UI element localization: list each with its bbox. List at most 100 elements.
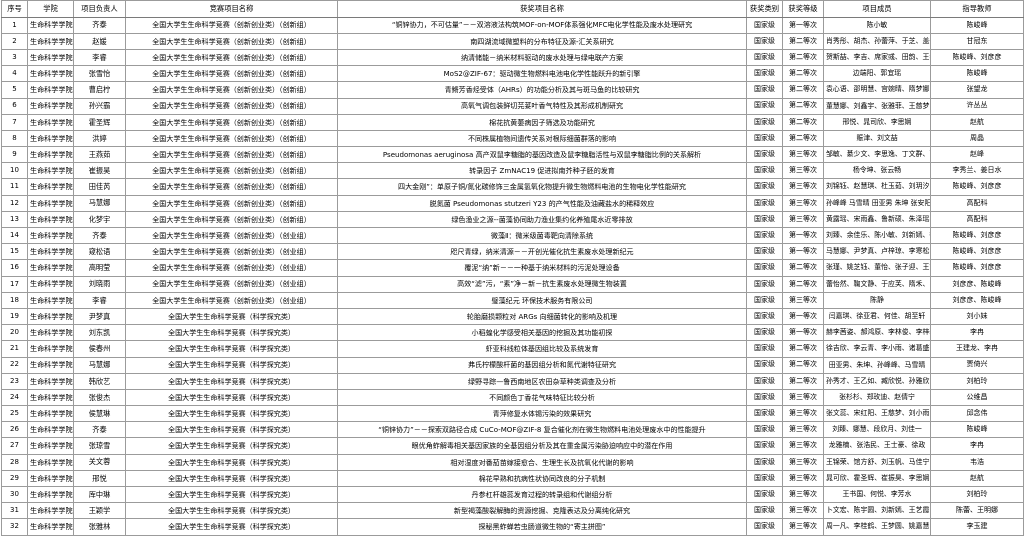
table-cell-members: 张文蕊、宋红阳、王慈梦、刘小雨 bbox=[823, 405, 931, 423]
table-cell-category: 国家级 bbox=[746, 227, 783, 245]
table-cell-contest: 全国大学生生命科学竞赛（创新创业类）（创业组） bbox=[125, 275, 338, 293]
table-cell-category: 国家级 bbox=[746, 65, 783, 83]
table-cell-index: 19 bbox=[1, 307, 28, 326]
table-cell-college: 生命科学学院 bbox=[27, 437, 74, 455]
table-cell-leader: 齐泰 bbox=[73, 16, 126, 34]
table-cell-contest: 全国大学生生命科学竞赛（创新创业类）（创新组） bbox=[125, 16, 338, 34]
table-cell-contest: 全国大学生生命科学竞赛（科学探究类） bbox=[125, 453, 338, 471]
table-cell-leader: 齐泰 bbox=[73, 421, 126, 439]
table-cell-index: 4 bbox=[1, 65, 28, 83]
table-cell-index: 27 bbox=[1, 437, 28, 455]
table-cell-level: 第一等次 bbox=[782, 227, 824, 245]
table-cell-members: 卜文宏、陈宇圆、刘新嫣、王艺霞 bbox=[823, 502, 931, 520]
table-cell-category: 国家级 bbox=[746, 162, 783, 180]
header-category: 获奖类别 bbox=[746, 0, 783, 18]
table-cell-teacher: 刘柏玲 bbox=[930, 486, 1024, 504]
table-cell-teacher: 李冉 bbox=[930, 437, 1024, 455]
table-cell-level: 第二等次 bbox=[782, 356, 824, 374]
table-cell-members: 张瑾、姚芝钰、董怡、张子迎、王艺霞 bbox=[823, 259, 931, 277]
table-cell-teacher: 刘彦彦、陈峻峰 bbox=[930, 275, 1024, 293]
table-cell-leader: 韩欣艺 bbox=[73, 372, 126, 390]
table-cell-leader: 化梦宇 bbox=[73, 210, 126, 229]
table-row: 14 生命科学学院 齐泰 全国大学生生命科学竞赛（创新创业类）（创业组） 微藻Ⅱ：微米级… bbox=[1, 227, 1024, 245]
table-cell-project: 轮胎磨损颗粒对 ARGs 向细菌转化的影响及机理 bbox=[337, 307, 747, 326]
header-project: 获奖项目名称 bbox=[337, 0, 747, 18]
table-cell-contest: 全国大学生生命科学竞赛（创新创业类）（创新组） bbox=[125, 210, 338, 229]
table-cell-contest: 全国大学生生命科学竞赛（创新创业类）（创新组） bbox=[125, 97, 338, 115]
table-cell-members: 陈小敏 bbox=[823, 16, 931, 34]
table-cell-category: 国家级 bbox=[746, 146, 783, 164]
header-contest: 竞赛项目名称 bbox=[125, 0, 338, 18]
table-cell-level: 第三等次 bbox=[782, 486, 824, 504]
table-cell-members: 周一凡、李桂鹤、王梦圆、姚嘉慧 bbox=[823, 518, 931, 536]
table-cell-level: 第二等次 bbox=[782, 97, 824, 115]
table-cell-contest: 全国大学生生命科学竞赛（科学探究类） bbox=[125, 372, 338, 390]
table-cell-project: 微藻Ⅱ：微米级菌毒靶向清除系统 bbox=[337, 227, 747, 245]
table-cell-teacher: 韦浩 bbox=[930, 453, 1024, 471]
table-cell-index: 23 bbox=[1, 372, 28, 390]
table-cell-contest: 全国大学生生命科学竞赛（科学探究类） bbox=[125, 340, 338, 358]
table-cell-leader: 侯春州 bbox=[73, 340, 126, 358]
table-cell-leader: 田佳芮 bbox=[73, 178, 126, 196]
table-cell-leader: 赵媛 bbox=[73, 32, 126, 50]
table-row: 22 生命科学学院 马慧娜 全国大学生生命科学竞赛（科学探究类） 弗氏柠檬酸杆菌的基因组… bbox=[1, 356, 1024, 374]
table-cell-college: 生命科学学院 bbox=[27, 81, 74, 99]
table-cell-college: 生命科学学院 bbox=[27, 97, 74, 115]
table-cell-category: 国家级 bbox=[746, 388, 783, 407]
table-cell-level: 第二等次 bbox=[782, 340, 824, 358]
table-cell-college: 生命科学学院 bbox=[27, 421, 74, 439]
header-members: 项目成员 bbox=[823, 0, 931, 18]
table-cell-members: 黄露瑶、宋雨鑫、鲁新硕、朱泽瑶、王一凡 bbox=[823, 210, 931, 229]
table-cell-members: 王锦荣、馆方舒、刘玉帆、马佳宁 bbox=[823, 453, 931, 471]
table-cell-project: 绿色渔业之源--菌藻协同助力渔业集约化养殖尾水近零排放 bbox=[337, 210, 747, 229]
table-cell-college: 生命科学学院 bbox=[27, 405, 74, 423]
table-cell-contest: 全国大学生生命科学竞赛（创新创业类）（创新组） bbox=[125, 129, 338, 148]
table-body: 1 生命科学学院 齐泰 全国大学生生命科学竞赛（创新创业类）（创新组） “铜锌协力，不可… bbox=[1, 16, 1024, 536]
table-row: 12 生命科学学院 马慧娜 全国大学生生命科学竞赛（创新创业类）（创新组） 脱氮菌 Ps… bbox=[1, 194, 1024, 212]
table-cell-contest: 全国大学生生命科学竞赛（科学探究类） bbox=[125, 518, 338, 536]
table-row: 2 生命科学学院 赵媛 全国大学生生命科学竞赛（创新创业类）（创新组） 南四湖流域微塑料… bbox=[1, 32, 1024, 50]
table-cell-project: 咫尺青绿，纳米清源－－开创光催化抗生素废水处理新纪元 bbox=[337, 243, 747, 261]
table-cell-teacher: 刘柏玲 bbox=[930, 372, 1024, 390]
table-cell-teacher: 刘彦彦、陈峻峰 bbox=[930, 291, 1024, 309]
table-cell-index: 14 bbox=[1, 227, 28, 245]
table-cell-project: 丹参杠杆雄蕊发育过程的转录组和代谢组分析 bbox=[337, 486, 747, 504]
table-cell-college: 生命科学学院 bbox=[27, 48, 74, 67]
table-cell-leader: 张雅林 bbox=[73, 518, 126, 536]
table-cell-project: 棉花早熟和抗病性状协同改良的分子机制 bbox=[337, 469, 747, 488]
table-cell-college: 生命科学学院 bbox=[27, 32, 74, 50]
table-cell-members: 孙峰峰 马雪晴 田亚男 朱坤 张安阳 bbox=[823, 194, 931, 212]
table-cell-level: 第三等次 bbox=[782, 405, 824, 423]
table-cell-contest: 全国大学生生命科学竞赛（创新创业类）（创业组） bbox=[125, 291, 338, 309]
table-cell-leader: 张雪怡 bbox=[73, 65, 126, 83]
table-cell-level: 第三等次 bbox=[782, 388, 824, 407]
table-cell-contest: 全国大学生生命科学竞赛（科学探究类） bbox=[125, 307, 338, 326]
table-cell-college: 生命科学学院 bbox=[27, 243, 74, 261]
table-cell-project: 虾亚科线粒体基因组比较及系统发育 bbox=[337, 340, 747, 358]
table-row: 18 生命科学学院 李睿 全国大学生生命科学竞赛（创新创业类）（创业组） 璧藻纪元 环保… bbox=[1, 291, 1024, 309]
table-cell-members: 闫嘉琪、徐亚君、何佳、胡至轩 bbox=[823, 307, 931, 326]
table-cell-members: 陈静 bbox=[823, 291, 931, 309]
header-college: 学院 bbox=[27, 0, 74, 18]
table-cell-project: 南四湖流域微塑料的分布特征及源-汇关系研究 bbox=[337, 32, 747, 50]
table-cell-leader: 洪婷 bbox=[73, 129, 126, 148]
table-cell-members: 邢悦、晁司欣、李思娴 bbox=[823, 113, 931, 131]
table-cell-project: MoS2@ZIF-67：驱动微生物燃料电池电化学性能跃升的新引擎 bbox=[337, 65, 747, 83]
table-cell-index: 16 bbox=[1, 259, 28, 277]
table-cell-college: 生命科学学院 bbox=[27, 227, 74, 245]
table-row: 6 生命科学学院 孙兴霸 全国大学生生命科学竞赛（创新创业类）（创新组） 高氧气调包装鲜… bbox=[1, 97, 1024, 115]
table-cell-college: 生命科学学院 bbox=[27, 162, 74, 180]
table-cell-level: 第三等次 bbox=[782, 469, 824, 488]
table-cell-level: 第三等次 bbox=[782, 437, 824, 455]
table-cell-leader: 刘东凯 bbox=[73, 324, 126, 342]
table-cell-teacher: 许丛丛 bbox=[930, 97, 1024, 115]
table-cell-members: 王书国、何悦、李芳水 bbox=[823, 486, 931, 504]
table-cell-teacher: 赵航 bbox=[930, 469, 1024, 488]
table-cell-level: 第二等次 bbox=[782, 32, 824, 50]
table-cell-project: 新型褐藻酸裂解酶的资源挖掘、克隆表达及分离纯化研究 bbox=[337, 502, 747, 520]
table-cell-index: 26 bbox=[1, 421, 28, 439]
table-cell-college: 生命科学学院 bbox=[27, 113, 74, 131]
table-cell-index: 29 bbox=[1, 469, 28, 488]
table-cell-contest: 全国大学生生命科学竞赛（创新创业类）（创新组） bbox=[125, 65, 338, 83]
table-cell-level: 第三等次 bbox=[782, 178, 824, 196]
